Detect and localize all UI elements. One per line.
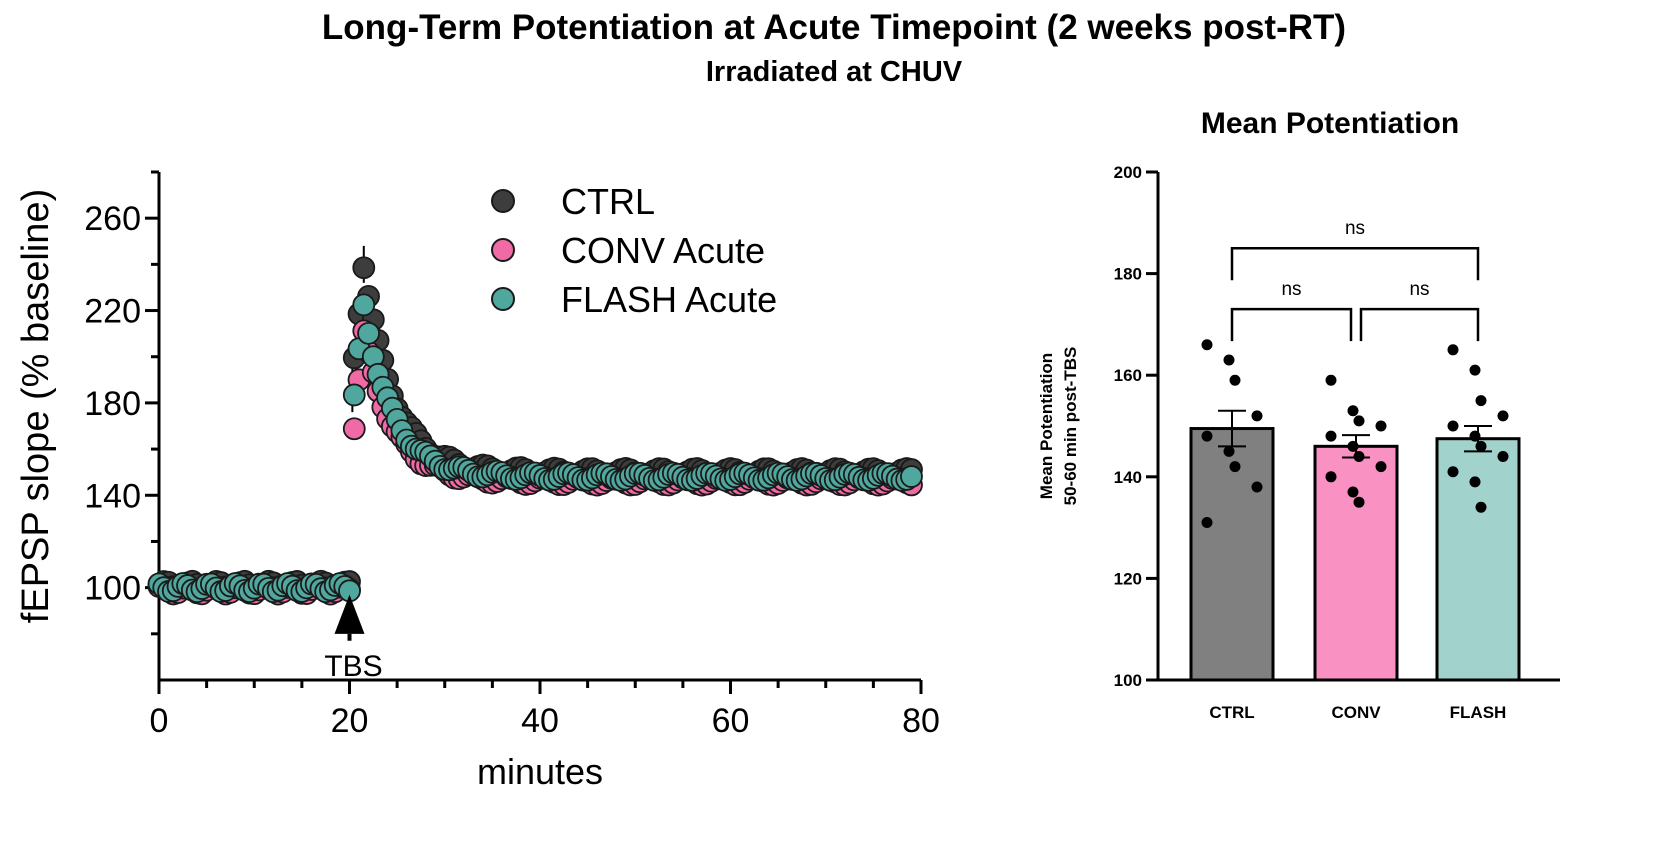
significance-label: ns — [1281, 279, 1301, 300]
individual-point — [1497, 410, 1509, 422]
individual-point — [1497, 450, 1509, 462]
individual-point — [1375, 420, 1387, 432]
individual-point — [1201, 339, 1213, 351]
bar-y-label-line1: Mean Potentiation — [1037, 353, 1056, 499]
y-tick-label: 100 — [84, 570, 141, 608]
individual-point — [1469, 364, 1481, 376]
individual-point — [1347, 440, 1359, 452]
individual-point — [1201, 430, 1213, 442]
legend-label: CTRL — [561, 181, 655, 222]
legend-label: CONV Acute — [561, 230, 765, 271]
bar-y-tick-label: 100 — [1114, 671, 1142, 690]
individual-point — [1375, 461, 1387, 473]
significance-label: ns — [1409, 279, 1429, 300]
tbs-arrow — [334, 594, 365, 634]
individual-point — [1469, 476, 1481, 488]
individual-point — [1229, 374, 1241, 386]
individual-point — [1475, 395, 1487, 407]
mean-potentiation-chart: Mean Potentiation 100 120 140 160 180 200 Mean … — [1037, 107, 1560, 722]
figure-subtitle: Irradiated at CHUV — [705, 56, 963, 88]
y-tick-label: 260 — [84, 200, 141, 238]
bar-y-tick-label: 120 — [1114, 569, 1142, 588]
x-tick-label: 0 — [150, 702, 169, 740]
individual-point — [1447, 466, 1459, 478]
data-point — [352, 256, 376, 280]
figure-title: Long-Term Potentiation at Acute Timepoin… — [321, 8, 1347, 47]
bar-y-tick-label: 140 — [1114, 468, 1142, 487]
data-point — [357, 321, 380, 345]
y-tick-label: 140 — [84, 477, 141, 515]
individual-point — [1475, 501, 1487, 513]
x-tick-label: 20 — [331, 702, 369, 740]
legend: CTRL CONV Acute FLASH Acute — [491, 181, 777, 320]
individual-point — [1475, 440, 1487, 452]
bar-category-label: CTRL — [1209, 703, 1254, 722]
data-point — [342, 417, 366, 441]
individual-point — [1347, 405, 1359, 417]
data-point — [352, 293, 376, 317]
x-tick-label: 40 — [521, 702, 559, 740]
individual-point — [1325, 430, 1337, 442]
individual-point — [1325, 471, 1337, 483]
individual-point — [1251, 481, 1263, 493]
x-tick-label: 60 — [712, 702, 750, 740]
bar-y-tick-label: 180 — [1114, 265, 1142, 284]
individual-point — [1251, 410, 1263, 422]
series-flash-acute — [147, 293, 923, 604]
series-ctrl — [147, 256, 923, 601]
bar-chart-title: Mean Potentiation — [1201, 107, 1459, 140]
x-axis-label: minutes — [477, 751, 603, 792]
individual-point — [1447, 344, 1459, 356]
individual-point — [1353, 450, 1365, 462]
individual-point — [1353, 496, 1365, 508]
bar-category-label: FLASH — [1450, 703, 1507, 722]
legend-marker — [491, 287, 515, 311]
y-tick-label: 220 — [84, 293, 141, 331]
individual-point — [1347, 486, 1359, 498]
bar-category-label: CONV — [1331, 703, 1381, 722]
data-point — [900, 465, 923, 488]
x-tick-label: 80 — [902, 702, 940, 740]
y-tick-label: 180 — [84, 385, 141, 423]
individual-point — [1469, 430, 1481, 442]
time-course-chart: 100 140 180 220 260 0 20 40 60 80 minutes fEPSP slo… — [15, 170, 940, 792]
y-axis-label: fEPSP slope (% baseline) — [15, 189, 57, 623]
data-point — [342, 383, 366, 407]
tbs-annotation: TBS — [324, 650, 382, 683]
bar-conv — [1313, 444, 1399, 682]
significance-bracket — [1230, 307, 1353, 342]
significance-bracket — [1359, 307, 1480, 342]
bar-y-label-line2: 50-60 min post-TBS — [1061, 347, 1080, 506]
significance-bracket — [1230, 246, 1480, 281]
individual-point — [1229, 461, 1241, 473]
bar-y-tick-label: 200 — [1114, 163, 1142, 182]
legend-marker — [491, 189, 515, 213]
individual-point — [1325, 374, 1337, 386]
individual-point — [1353, 415, 1365, 427]
individual-point — [1201, 517, 1213, 529]
individual-point — [1223, 445, 1235, 457]
individual-point — [1223, 354, 1235, 366]
significance-label: ns — [1345, 218, 1365, 239]
legend-label: FLASH Acute — [561, 279, 777, 320]
bar-y-tick-label: 160 — [1114, 366, 1142, 385]
individual-point — [1447, 420, 1459, 432]
legend-marker — [491, 238, 515, 262]
